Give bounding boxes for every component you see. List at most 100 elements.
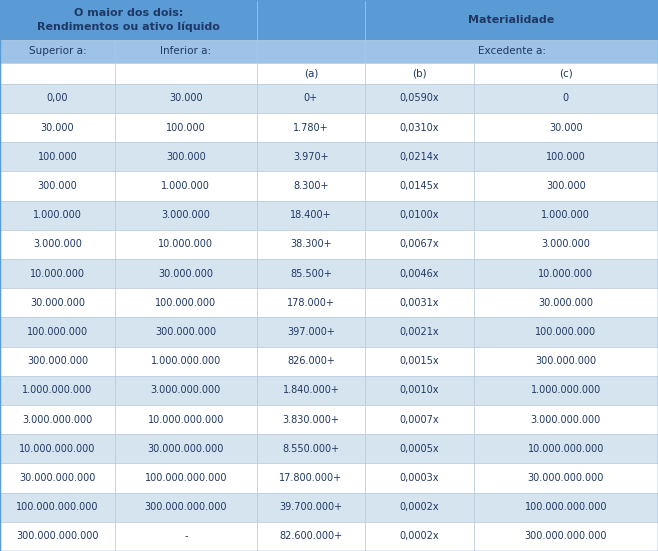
Text: 38.300+: 38.300+ [290, 239, 332, 250]
Text: (a): (a) [304, 68, 318, 78]
Text: 0: 0 [563, 93, 569, 104]
Text: 1.780+: 1.780+ [293, 122, 329, 133]
Bar [257, 463, 365, 493]
Text: 0,0005x: 0,0005x [399, 444, 440, 454]
Bar [115, 63, 257, 84]
Bar [474, 288, 658, 317]
Bar [257, 522, 365, 551]
Bar [365, 230, 474, 259]
Bar [115, 493, 257, 522]
Text: 0,0010x: 0,0010x [399, 385, 440, 396]
Bar [115, 40, 257, 63]
Bar [0, 405, 115, 434]
Bar [115, 113, 257, 142]
Bar [257, 171, 365, 201]
Bar [257, 230, 365, 259]
Bar [365, 522, 474, 551]
Text: 3.970+: 3.970+ [293, 152, 329, 162]
Bar [365, 113, 474, 142]
Bar [474, 142, 658, 171]
Text: 100.000.000: 100.000.000 [536, 327, 596, 337]
Text: 300.000.000: 300.000.000 [536, 356, 596, 366]
Text: Excedente a:: Excedente a: [478, 46, 545, 56]
Text: 0,0021x: 0,0021x [399, 327, 440, 337]
Bar [365, 347, 474, 376]
Text: 8.550.000+: 8.550.000+ [282, 444, 340, 454]
Bar [365, 63, 474, 84]
Bar [115, 317, 257, 347]
Text: 30.000: 30.000 [549, 122, 583, 133]
Bar [474, 113, 658, 142]
Text: 0,0046x: 0,0046x [399, 268, 440, 279]
Bar [0, 0, 257, 40]
Text: 1.000.000.000: 1.000.000.000 [531, 385, 601, 396]
Bar [0, 142, 115, 171]
Bar [115, 347, 257, 376]
Bar [365, 317, 474, 347]
Bar [0, 84, 115, 113]
Text: 300.000.000: 300.000.000 [27, 356, 88, 366]
Bar [474, 463, 658, 493]
Text: 82.600.000+: 82.600.000+ [280, 531, 342, 542]
Text: 300.000.000.000: 300.000.000.000 [145, 502, 227, 512]
Bar [474, 347, 658, 376]
Bar [0, 317, 115, 347]
Text: 0,0590x: 0,0590x [399, 93, 440, 104]
Bar [257, 434, 365, 463]
Bar [0, 288, 115, 317]
Text: 3.000.000.000: 3.000.000.000 [151, 385, 221, 396]
Text: 30.000.000: 30.000.000 [159, 268, 213, 279]
Text: 826.000+: 826.000+ [287, 356, 335, 366]
Text: 18.400+: 18.400+ [290, 210, 332, 220]
Text: 100.000.000: 100.000.000 [27, 327, 88, 337]
Bar [474, 317, 658, 347]
Text: (c): (c) [559, 68, 572, 78]
Bar [474, 376, 658, 405]
Text: -: - [184, 531, 188, 542]
Bar [0, 376, 115, 405]
Text: Materialidade: Materialidade [468, 15, 555, 25]
Bar [115, 288, 257, 317]
Bar [365, 171, 474, 201]
Text: Superior a:: Superior a: [29, 46, 86, 56]
Text: 0,0310x: 0,0310x [399, 122, 440, 133]
Text: 10.000.000.000: 10.000.000.000 [528, 444, 604, 454]
Bar [115, 376, 257, 405]
Bar [257, 84, 365, 113]
Text: 30.000.000.000: 30.000.000.000 [528, 473, 604, 483]
Bar [365, 493, 474, 522]
Text: 30.000.000: 30.000.000 [538, 298, 594, 308]
Bar [365, 405, 474, 434]
Bar [257, 405, 365, 434]
Text: Inferior a:: Inferior a: [161, 46, 211, 56]
Bar [474, 230, 658, 259]
Text: 300.000: 300.000 [38, 181, 78, 191]
Bar [0, 463, 115, 493]
Bar [365, 259, 474, 288]
Text: 1.000.000.000: 1.000.000.000 [151, 356, 221, 366]
Text: 178.000+: 178.000+ [287, 298, 335, 308]
Text: 300.000.000.000: 300.000.000.000 [16, 531, 99, 542]
Bar [0, 259, 115, 288]
Text: 1.000.000: 1.000.000 [161, 181, 211, 191]
Text: 0,0002x: 0,0002x [399, 502, 440, 512]
Bar [365, 434, 474, 463]
Text: 100.000: 100.000 [546, 152, 586, 162]
Text: 10.000.000: 10.000.000 [30, 268, 85, 279]
Bar [115, 434, 257, 463]
Bar [115, 463, 257, 493]
Text: 10.000.000: 10.000.000 [538, 268, 594, 279]
Bar [257, 493, 365, 522]
Bar [115, 230, 257, 259]
Text: 397.000+: 397.000+ [287, 327, 335, 337]
Text: 3.830.000+: 3.830.000+ [282, 414, 340, 425]
Text: 1.000.000.000: 1.000.000.000 [22, 385, 93, 396]
Bar [257, 142, 365, 171]
Bar [365, 40, 658, 63]
Bar [0, 434, 115, 463]
Text: 300.000.000.000: 300.000.000.000 [524, 531, 607, 542]
Text: 3.000.000: 3.000.000 [161, 210, 211, 220]
Text: 10.000.000: 10.000.000 [159, 239, 213, 250]
Text: 100.000.000.000: 100.000.000.000 [16, 502, 99, 512]
Bar [115, 84, 257, 113]
